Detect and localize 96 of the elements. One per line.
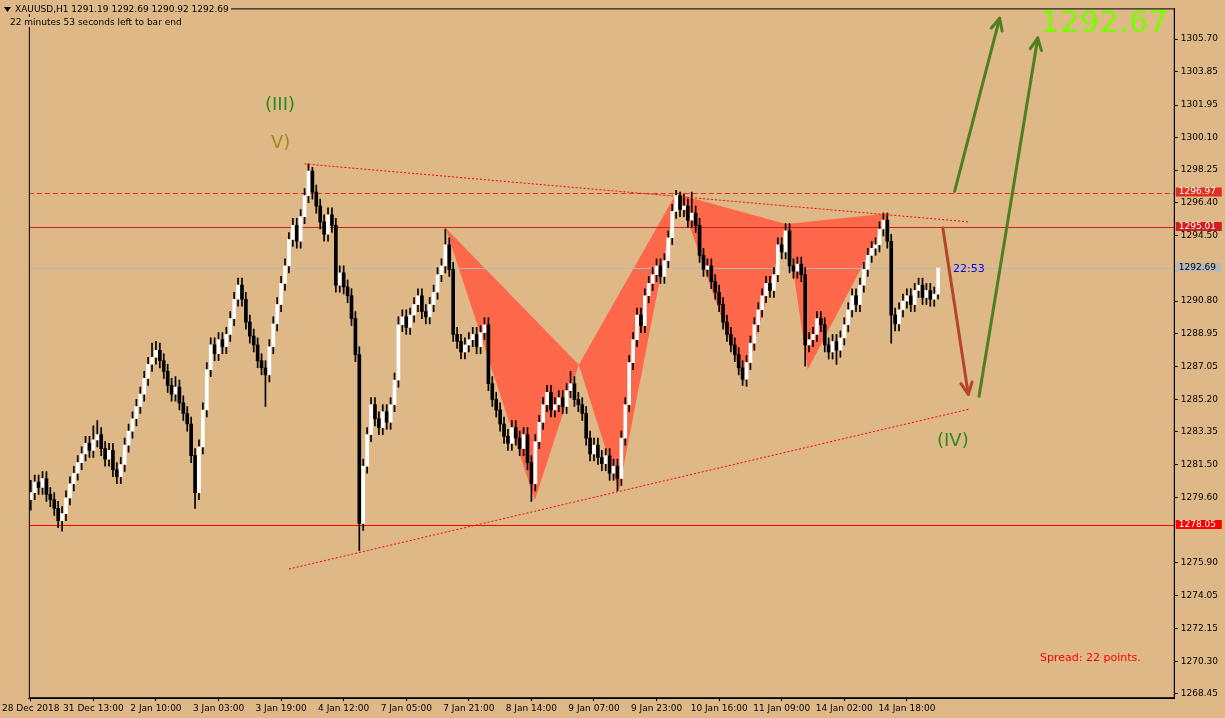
x-tick-label: 3 Jan 03:00: [192, 702, 245, 713]
y-tick-label: 1287.05: [1180, 361, 1218, 372]
x-tick-label: 2 Jan 10:00: [130, 702, 182, 713]
candlestick: [416, 288, 420, 312]
y-tick-label: 1285.20: [1180, 393, 1219, 404]
candlestick: [517, 430, 522, 456]
candlestick: [95, 420, 100, 448]
candlestick: [506, 428, 510, 451]
y-tick-label: 1301.95: [1180, 99, 1218, 110]
candlestick: [294, 218, 299, 249]
candlestick: [326, 207, 330, 242]
candlestick: [603, 448, 608, 471]
candlestick: [111, 443, 115, 478]
candlestick: [154, 341, 158, 365]
candlestick: [639, 307, 643, 333]
candlestick: [689, 191, 694, 228]
x-tick-label: 7 Jan 21:00: [443, 702, 495, 713]
candlestick: [467, 332, 471, 353]
candlestick: [803, 267, 808, 367]
ref-line-label: 1278.05: [1178, 518, 1216, 529]
y-tick-label: 1275.90: [1180, 557, 1219, 568]
y-tick-label: 1296.40: [1180, 196, 1219, 207]
annotation: (III): [265, 93, 295, 114]
candlestick: [510, 420, 514, 451]
candlestick: [682, 193, 686, 217]
chart-title: XAUUSD,H1 1291.19 1292.69 1290.92 1292.69: [13, 4, 231, 14]
annotation: V): [271, 131, 291, 152]
y-tick-label: 1283.35: [1180, 426, 1218, 437]
x-tick-label: 3 Jan 19:00: [255, 702, 307, 713]
y-tick-label: 1290.80: [1180, 295, 1219, 306]
candlestick: [459, 334, 463, 360]
annotation: 22:53: [953, 262, 985, 275]
candlestick: [380, 404, 385, 435]
text: 22 minutes 53 seconds left to bar end: [8, 17, 184, 27]
y-tick-label: 1270.30: [1180, 655, 1219, 666]
candlestick: [779, 237, 784, 260]
candlestick: [905, 288, 909, 309]
candlestick: [334, 218, 338, 293]
x-tick-label: 9 Jan 07:00: [568, 702, 620, 713]
annotation: (IV): [937, 429, 969, 450]
x-tick-label: 9 Jan 23:00: [630, 702, 683, 713]
candlestick: [513, 420, 518, 446]
y-tick-label: 1305.70: [1180, 33, 1219, 44]
candlestick: [165, 363, 170, 393]
candlestick: [470, 327, 475, 348]
x-tick-label: 4 Jan 12:00: [318, 702, 370, 713]
candlestick: [373, 397, 377, 427]
candlestick: [107, 443, 111, 467]
ref-line-label: 1292.69: [1178, 261, 1217, 272]
candlestick: [854, 288, 858, 312]
x-tick-label: 8 Jan 14:00: [505, 702, 558, 713]
ref-line-label: 1296.97: [1178, 186, 1216, 197]
y-tick-label: 1274.05: [1180, 589, 1218, 600]
y-tick-label: 1298.25: [1180, 164, 1218, 175]
candlestick: [404, 309, 409, 335]
x-tick-label: 14 Jan 02:00: [815, 702, 874, 713]
x-tick-label: 7 Jan 05:00: [380, 702, 433, 713]
candlestick: [709, 258, 714, 290]
y-tick-label: 1294.50: [1180, 230, 1219, 241]
y-tick-label: 1268.45: [1180, 688, 1218, 699]
y-tick-label: 1279.60: [1180, 492, 1219, 503]
x-tick-label: 14 Jan 18:00: [878, 702, 936, 713]
candlestick: [463, 337, 467, 360]
annotation: 1292.67: [1040, 3, 1169, 39]
candlestick: [32, 474, 37, 500]
x-tick-label: 10 Jan 16:00: [690, 702, 748, 713]
x-tick-label: 28 Dec 2018: [2, 702, 60, 713]
candlestick: [420, 288, 424, 319]
candlestick: [897, 302, 901, 332]
annotation: Spread: 22 points.: [1040, 651, 1141, 664]
candlestick: [912, 283, 917, 312]
candlestick: [815, 311, 819, 342]
candlestick: [99, 427, 104, 456]
y-tick-label: 1303.85: [1180, 66, 1218, 77]
candlestick: [560, 390, 565, 414]
candlestick: [408, 307, 412, 335]
y-tick-label: 1272.15: [1180, 623, 1218, 634]
candlestick: [736, 347, 741, 376]
ref-line-label: 1295.01: [1178, 220, 1216, 231]
candlestick: [158, 342, 162, 369]
x-tick-label: 11 Jan 09:00: [753, 702, 811, 713]
candlestick: [341, 265, 346, 295]
y-tick-label: 1281.50: [1180, 458, 1219, 469]
y-tick-label: 1288.95: [1180, 327, 1218, 338]
candlestick: [556, 390, 561, 413]
candlestick: [596, 437, 600, 465]
candlestick: [75, 455, 80, 481]
candlestick: [384, 404, 389, 430]
y-tick-label: 1300.10: [1180, 131, 1219, 142]
x-tick-label: 31 Dec 13:00: [63, 702, 124, 713]
candlestick: [592, 437, 596, 462]
candlestick: [56, 501, 60, 529]
candlestick: [908, 288, 913, 312]
candlestick: [549, 385, 553, 418]
candlestick: [768, 276, 772, 298]
candlestick: [822, 317, 827, 353]
